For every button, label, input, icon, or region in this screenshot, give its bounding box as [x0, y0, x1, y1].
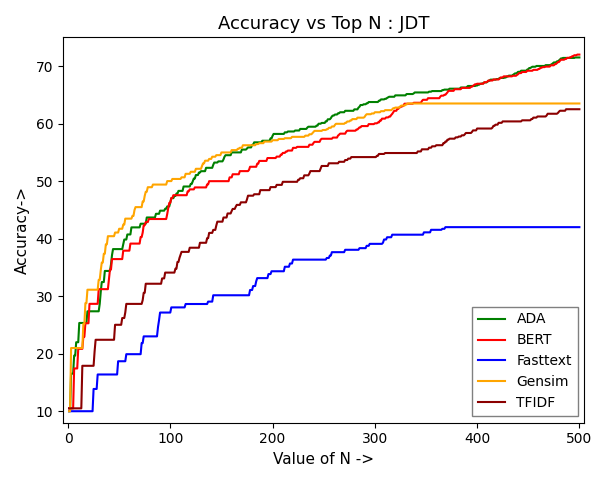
TFIDF	[311, 168, 318, 174]
TFIDF	[342, 157, 349, 163]
BERT	[369, 121, 376, 127]
TFIDF	[562, 107, 570, 112]
Title: Accuracy vs Top N : JDT: Accuracy vs Top N : JDT	[218, 15, 429, 33]
BERT	[484, 79, 491, 84]
BERT	[311, 139, 318, 145]
BERT	[564, 55, 571, 61]
Fasttext	[564, 224, 572, 230]
BERT	[342, 131, 349, 136]
BERT	[576, 52, 583, 57]
TFIDF	[308, 168, 315, 174]
Fasttext	[442, 224, 449, 230]
Gensim	[369, 110, 376, 116]
Legend: ADA, BERT, Fasttext, Gensim, TFIDF: ADA, BERT, Fasttext, Gensim, TFIDF	[472, 307, 578, 416]
ADA	[369, 99, 376, 105]
ADA	[66, 408, 73, 414]
Line: Gensim: Gensim	[69, 104, 579, 411]
Line: ADA: ADA	[69, 57, 579, 411]
Fasttext	[485, 224, 492, 230]
ADA	[572, 54, 579, 60]
Gensim	[576, 101, 583, 107]
Fasttext	[369, 241, 376, 247]
Line: BERT: BERT	[69, 54, 579, 408]
TFIDF	[66, 405, 73, 411]
Y-axis label: Accuracy->: Accuracy->	[15, 186, 30, 274]
BERT	[66, 405, 73, 411]
Fasttext	[342, 247, 349, 253]
Gensim	[485, 101, 492, 107]
ADA	[311, 124, 318, 130]
TFIDF	[369, 154, 376, 160]
Gensim	[311, 128, 318, 134]
Line: Fasttext: Fasttext	[69, 227, 579, 411]
Fasttext	[308, 257, 315, 263]
Line: TFIDF: TFIDF	[69, 109, 579, 408]
ADA	[484, 79, 491, 85]
Gensim	[342, 120, 349, 126]
ADA	[342, 108, 349, 114]
X-axis label: Value of N ->: Value of N ->	[273, 452, 374, 467]
ADA	[308, 124, 315, 130]
Gensim	[404, 101, 411, 107]
TFIDF	[576, 107, 583, 112]
ADA	[564, 55, 571, 61]
TFIDF	[564, 107, 572, 112]
Fasttext	[576, 224, 583, 230]
Gensim	[66, 408, 73, 414]
Fasttext	[311, 257, 318, 263]
Fasttext	[66, 408, 73, 414]
ADA	[576, 54, 583, 60]
Gensim	[308, 132, 315, 137]
BERT	[574, 52, 581, 57]
BERT	[308, 142, 315, 147]
Gensim	[564, 101, 572, 107]
TFIDF	[484, 126, 491, 132]
